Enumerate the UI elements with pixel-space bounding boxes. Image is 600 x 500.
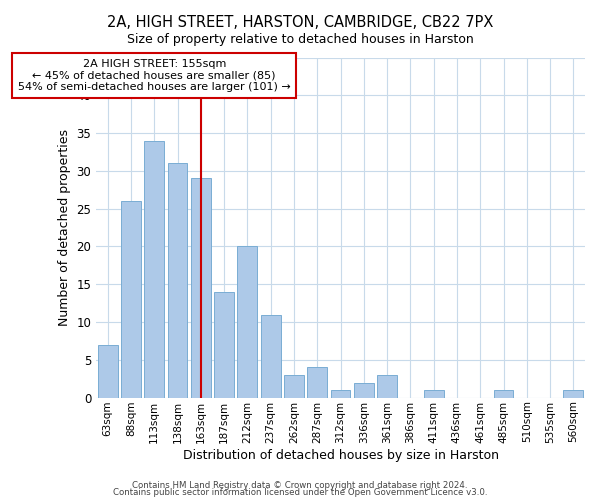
- Bar: [214, 292, 234, 398]
- X-axis label: Distribution of detached houses by size in Harston: Distribution of detached houses by size …: [182, 450, 499, 462]
- Bar: [284, 375, 304, 398]
- Text: Contains public sector information licensed under the Open Government Licence v3: Contains public sector information licen…: [113, 488, 487, 497]
- Bar: [331, 390, 350, 398]
- Bar: [354, 382, 374, 398]
- Text: 2A HIGH STREET: 155sqm
← 45% of detached houses are smaller (85)
54% of semi-det: 2A HIGH STREET: 155sqm ← 45% of detached…: [18, 59, 290, 92]
- Bar: [307, 368, 327, 398]
- Bar: [377, 375, 397, 398]
- Bar: [424, 390, 443, 398]
- Bar: [563, 390, 583, 398]
- Y-axis label: Number of detached properties: Number of detached properties: [58, 129, 71, 326]
- Text: Size of property relative to detached houses in Harston: Size of property relative to detached ho…: [127, 32, 473, 46]
- Bar: [261, 314, 281, 398]
- Bar: [98, 344, 118, 398]
- Text: Contains HM Land Registry data © Crown copyright and database right 2024.: Contains HM Land Registry data © Crown c…: [132, 480, 468, 490]
- Bar: [121, 201, 141, 398]
- Bar: [191, 178, 211, 398]
- Bar: [238, 246, 257, 398]
- Bar: [145, 140, 164, 398]
- Bar: [494, 390, 514, 398]
- Text: 2A, HIGH STREET, HARSTON, CAMBRIDGE, CB22 7PX: 2A, HIGH STREET, HARSTON, CAMBRIDGE, CB2…: [107, 15, 493, 30]
- Bar: [167, 164, 187, 398]
